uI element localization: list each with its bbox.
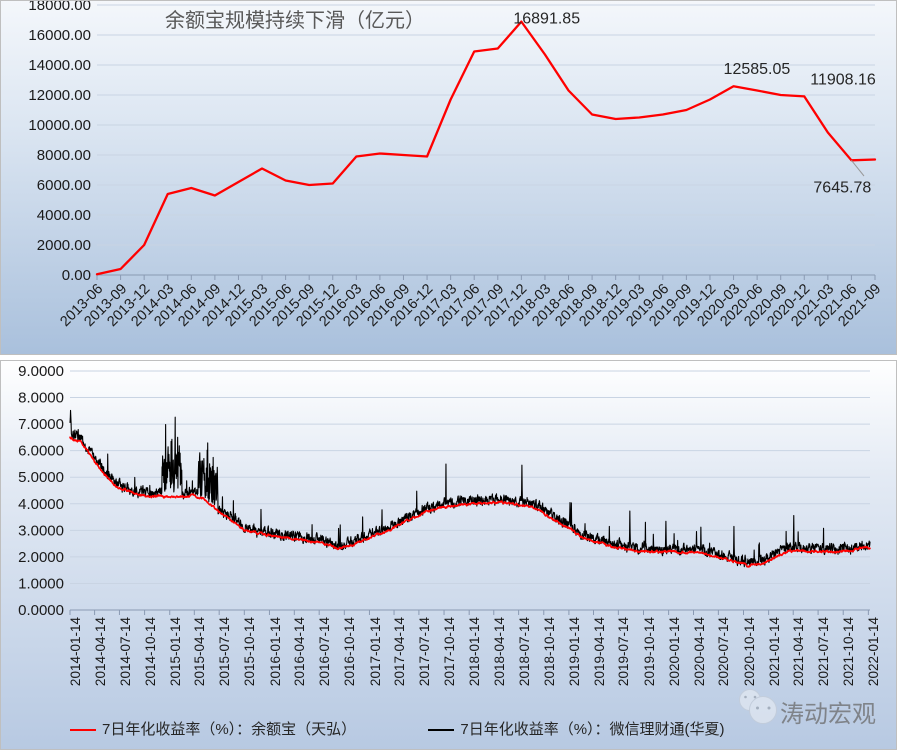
svg-text:12000.00: 12000.00	[28, 87, 91, 104]
svg-text:涛动宏观: 涛动宏观	[780, 701, 876, 728]
svg-text:0.0000: 0.0000	[18, 602, 64, 619]
svg-text:7.0000: 7.0000	[18, 416, 64, 433]
svg-text:3.0000: 3.0000	[18, 522, 64, 539]
svg-text:6.0000: 6.0000	[18, 443, 64, 460]
svg-text:18000.00: 18000.00	[28, 0, 91, 14]
svg-text:11908.16: 11908.16	[810, 71, 876, 88]
svg-text:余额宝规模持续下滑（亿元）: 余额宝规模持续下滑（亿元）	[165, 9, 425, 32]
svg-text:4000.00: 4000.00	[37, 207, 91, 224]
svg-text:4.0000: 4.0000	[18, 496, 64, 513]
svg-text:2000.00: 2000.00	[37, 237, 91, 254]
svg-text:2.0000: 2.0000	[18, 549, 64, 566]
svg-text:14000.00: 14000.00	[28, 57, 91, 74]
svg-text:6000.00: 6000.00	[37, 177, 91, 194]
svg-text:10000.00: 10000.00	[28, 117, 91, 134]
svg-text:7645.78: 7645.78	[813, 179, 871, 196]
svg-text:1.0000: 1.0000	[18, 575, 64, 592]
svg-text:0.00: 0.00	[62, 267, 91, 284]
svg-text:9.0000: 9.0000	[18, 363, 64, 380]
svg-text:8.0000: 8.0000	[18, 390, 64, 407]
svg-text:12585.05: 12585.05	[724, 61, 791, 78]
svg-text:8000.00: 8000.00	[37, 147, 91, 164]
svg-text:5.0000: 5.0000	[18, 469, 64, 486]
svg-text:16000.00: 16000.00	[28, 27, 91, 44]
svg-text:16891.85: 16891.85	[513, 11, 580, 28]
